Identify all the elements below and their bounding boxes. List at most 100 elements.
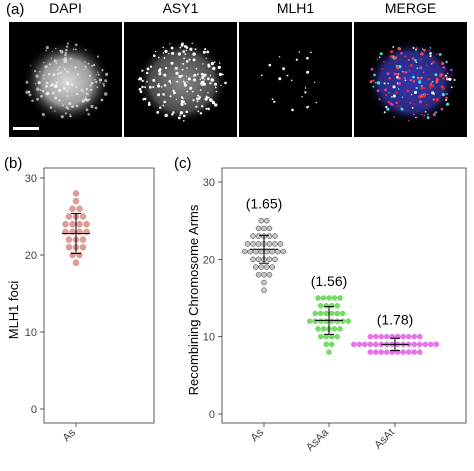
micrograph-speck: [407, 59, 410, 61]
micrograph-speck: [412, 47, 415, 49]
micrograph-speck: [395, 101, 398, 105]
data-point: [253, 248, 259, 255]
micrograph-speck: [164, 49, 168, 53]
chart-b-frame: [43, 167, 155, 424]
data-point: [417, 341, 423, 348]
micrograph-speck: [55, 81, 58, 84]
asy1-micrograph: [124, 22, 237, 137]
scale-bar: [13, 127, 39, 130]
ratio-annotation: (1.78): [377, 312, 414, 328]
data-point: [378, 349, 384, 355]
data-point: [334, 318, 340, 324]
micrograph-speck: [94, 106, 98, 110]
data-point: [72, 259, 80, 266]
chart-b-ylabel: MLH1 foci: [6, 281, 21, 340]
micrograph-speck: [175, 98, 177, 100]
micrograph-speck: [383, 82, 386, 85]
micrograph-speck: [57, 88, 62, 93]
x-tick-label: As: [61, 426, 79, 444]
micrograph-speck: [192, 52, 196, 56]
micrograph-speck: [202, 82, 206, 86]
micrograph-speck: [179, 46, 182, 49]
micrograph-speck: [409, 101, 412, 104]
micrograph-speck: [432, 61, 435, 64]
data-point: [76, 220, 83, 228]
micrograph-speck: [286, 74, 289, 77]
data-point: [367, 341, 373, 348]
micrograph-speck: [404, 79, 407, 82]
data-point: [69, 205, 76, 213]
micrograph-speck: [204, 97, 208, 101]
data-point: [323, 310, 329, 317]
micrograph-speck: [392, 94, 396, 98]
micrograph-speck: [278, 56, 281, 58]
micrograph-speck: [39, 70, 41, 73]
micrograph-speck: [383, 111, 386, 114]
data-point: [400, 333, 406, 340]
data-point: [417, 349, 423, 355]
micrograph-speck: [435, 80, 439, 84]
micrograph-speck: [103, 92, 108, 96]
micrograph-speck: [214, 103, 218, 107]
micrograph-speck: [102, 82, 105, 85]
micrograph-speck: [301, 96, 303, 98]
data-point: [250, 241, 256, 247]
micrograph-speck: [193, 73, 197, 77]
micrograph-speck: [378, 56, 381, 59]
data-point: [261, 225, 267, 232]
micrograph-speck: [83, 68, 85, 71]
data-point: [264, 248, 270, 255]
micrograph-speck: [445, 96, 448, 100]
micrograph-speck: [376, 58, 379, 60]
micrograph-speck: [45, 84, 48, 88]
micrograph-speck: [209, 98, 213, 102]
micrograph-speck: [70, 106, 72, 108]
micrograph-speck: [431, 80, 434, 83]
micrograph-speck: [393, 115, 395, 118]
micrograph-speck: [260, 74, 263, 77]
micrograph-speck: [448, 77, 452, 81]
micrograph-speck: [80, 89, 83, 92]
micrograph-speck: [431, 91, 435, 95]
micrograph-speck: [97, 71, 99, 74]
data-point: [323, 333, 329, 340]
data-point: [312, 318, 318, 324]
data-point: [400, 349, 406, 355]
micrograph-speck: [372, 79, 375, 82]
micrograph-speck: [409, 64, 413, 67]
micrograph-speck: [52, 73, 56, 77]
data-point: [72, 190, 80, 197]
micrograph-speck: [441, 93, 445, 97]
micrograph-speck: [180, 96, 184, 99]
micrograph-speck: [62, 59, 64, 61]
micrograph-speck: [165, 66, 168, 70]
micrograph-speck: [69, 57, 72, 60]
micrograph-speck: [192, 90, 194, 93]
micrograph-speck: [372, 85, 375, 88]
x-tick-label: AsAa: [304, 426, 332, 454]
micrograph-speck: [74, 48, 77, 51]
data-point: [65, 236, 73, 243]
micrograph-speck: [205, 107, 208, 110]
micrograph-speck: [373, 73, 376, 77]
data-point: [255, 225, 262, 232]
micrograph-speck: [271, 98, 274, 100]
data-point: [329, 310, 335, 317]
micrograph-speck: [75, 104, 79, 108]
data-point: [433, 341, 439, 348]
micrograph-speck: [197, 110, 200, 113]
micrograph-speck: [446, 93, 448, 95]
micrograph-speck: [76, 93, 78, 96]
data-point: [411, 341, 417, 348]
micrograph-speck: [162, 104, 165, 107]
micrograph-speck: [87, 62, 90, 65]
micrograph-speck: [445, 99, 448, 101]
micrograph-speck: [184, 53, 187, 55]
micrograph-speck: [185, 84, 188, 86]
micrograph-speck: [395, 91, 398, 94]
micrograph-speck: [146, 71, 149, 75]
micrograph-speck: [420, 84, 423, 87]
micrograph-speck: [418, 80, 422, 84]
data-point: [323, 318, 329, 324]
micrograph-speck: [41, 89, 45, 93]
